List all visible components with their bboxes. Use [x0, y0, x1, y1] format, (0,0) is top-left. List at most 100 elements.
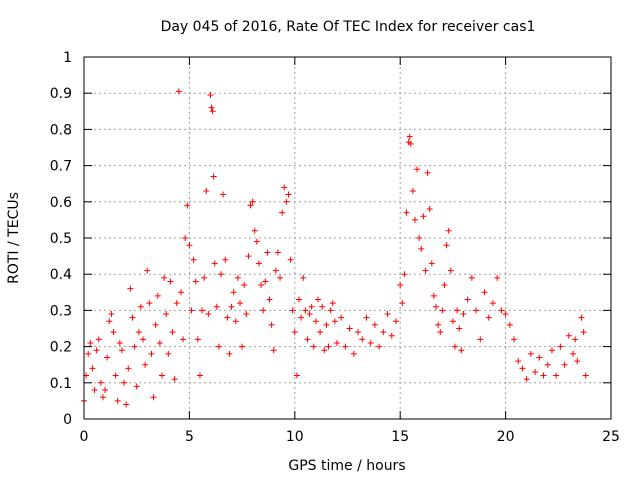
data-point [205, 311, 212, 318]
data-point [226, 350, 233, 357]
data-point [239, 343, 246, 350]
data-point [116, 339, 123, 346]
x-tick-label: 0 [80, 429, 89, 445]
data-point [209, 108, 216, 115]
data-point [515, 358, 522, 365]
data-point [363, 314, 370, 321]
data-point [165, 350, 172, 357]
data-point [416, 235, 423, 241]
data-point [167, 278, 174, 285]
data-point [148, 350, 155, 357]
data-point [224, 314, 231, 321]
data-point [208, 104, 215, 111]
data-point [376, 343, 383, 350]
data-point [123, 401, 130, 408]
y-tick-label: 0.8 [50, 122, 72, 138]
data-point [433, 303, 440, 310]
data-point [154, 292, 161, 299]
data-point [210, 173, 217, 180]
data-point [454, 307, 461, 314]
data-point [452, 343, 459, 350]
data-point [312, 318, 319, 325]
data-point [441, 282, 448, 289]
data-point [380, 329, 387, 336]
data-point [548, 347, 555, 354]
data-point [481, 289, 488, 296]
y-tick-label: 0.4 [50, 267, 72, 283]
data-point [371, 321, 378, 328]
data-point [327, 307, 334, 314]
data-point [477, 336, 484, 343]
data-point [439, 307, 446, 314]
axis-ticks: 00.10.20.30.40.50.60.70.80.910 5 10 15 20 25 [50, 50, 620, 445]
data-point [262, 278, 269, 285]
data-point [317, 329, 324, 336]
data-point [570, 350, 577, 357]
data-point [540, 372, 547, 379]
data-point [582, 372, 589, 379]
data-point [241, 282, 248, 289]
x-axis-label: GPS time / hours [288, 458, 405, 474]
data-point [304, 336, 311, 343]
data-point [445, 227, 452, 234]
data-point [489, 300, 496, 307]
data-point [291, 329, 298, 336]
data-point [118, 347, 125, 354]
chart-title: Day 045 of 2016, Rate Of TEC Index for r… [161, 19, 536, 35]
data-point [228, 303, 235, 310]
data-point [553, 372, 560, 379]
data-point [108, 311, 115, 318]
data-point [293, 372, 300, 379]
data-point [171, 376, 178, 383]
data-point [485, 314, 492, 321]
data-points [81, 88, 589, 408]
data-point [137, 303, 144, 310]
data-point [437, 329, 444, 336]
data-point [188, 307, 195, 314]
data-point [99, 394, 106, 401]
data-point [125, 365, 132, 372]
data-point [456, 325, 463, 332]
data-point [331, 318, 338, 325]
data-point [85, 350, 92, 357]
data-point [114, 397, 121, 404]
y-tick-label: 0.7 [50, 159, 72, 175]
data-point [186, 242, 193, 249]
data-point [97, 379, 104, 386]
data-point [447, 267, 454, 274]
data-point [104, 354, 111, 361]
x-tick-label: 25 [602, 429, 620, 445]
data-point [565, 332, 572, 339]
y-axis-label: ROTI / TECUs [6, 192, 22, 284]
data-point [211, 260, 218, 267]
grid-layer [84, 57, 611, 419]
data-point [523, 376, 530, 383]
data-point [182, 235, 189, 241]
data-point [245, 253, 252, 260]
data-point [142, 361, 149, 368]
data-point [367, 339, 374, 346]
data-point [325, 343, 332, 350]
data-point [161, 274, 168, 281]
data-point [192, 278, 199, 285]
data-point [443, 242, 450, 249]
data-point [296, 296, 303, 303]
data-point [561, 361, 568, 368]
data-point [458, 347, 465, 354]
data-point [129, 314, 136, 321]
x-tick-label: 10 [286, 429, 304, 445]
data-point [329, 300, 336, 307]
y-tick-label: 0.6 [50, 195, 72, 211]
data-point [306, 311, 313, 318]
data-point [146, 300, 153, 307]
data-point [298, 314, 305, 321]
data-point [93, 347, 100, 354]
data-point [418, 245, 425, 252]
data-point [346, 325, 353, 332]
data-point [220, 191, 227, 198]
data-point [536, 354, 543, 361]
data-point [449, 318, 456, 325]
data-point [247, 202, 254, 209]
data-point [89, 365, 96, 372]
data-point [277, 274, 284, 281]
